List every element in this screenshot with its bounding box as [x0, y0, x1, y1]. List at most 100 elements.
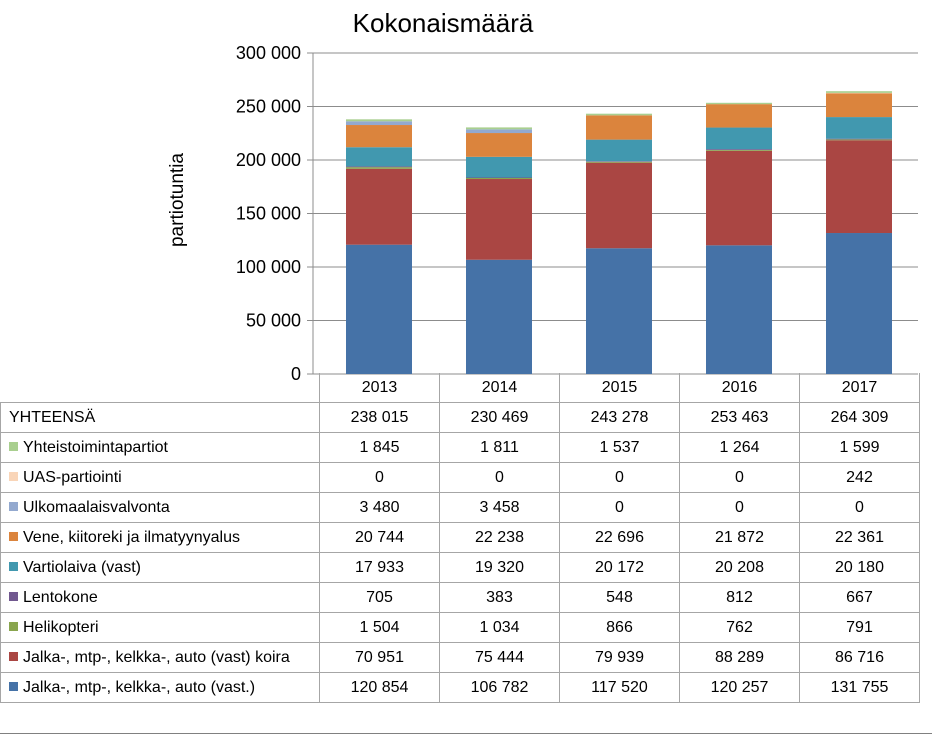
data-label: 0 [439, 462, 560, 493]
data-label: 230 469 [439, 402, 560, 433]
data-label: 1 537 [559, 432, 680, 463]
legend-swatch [9, 441, 18, 451]
legend-swatch [9, 591, 18, 601]
data-label: 0 [319, 462, 440, 493]
data-label: 1 845 [319, 432, 440, 463]
legend-entry: Lentokone [0, 582, 320, 613]
data-label: 3 480 [319, 492, 440, 523]
data-label: 75 444 [439, 642, 560, 673]
y-tick-label: 50 000 [246, 311, 301, 331]
data-label: 0 [679, 462, 800, 493]
data-label: 812 [679, 582, 800, 613]
table-corner [1, 373, 320, 403]
bar-segment [586, 113, 652, 116]
data-label: 70 951 [319, 642, 440, 673]
legend-entry: Jalka-, mtp-, kelkka-, auto (vast.) [0, 672, 320, 703]
bar-segment [586, 115, 652, 140]
data-label: 0 [799, 492, 920, 523]
bar-segment [826, 92, 892, 94]
bar-segment [586, 248, 652, 374]
bar-segment [586, 161, 652, 162]
bar-segment [826, 138, 892, 140]
bar-segment [466, 259, 532, 374]
data-label: 22 361 [799, 522, 920, 553]
data-label: 791 [799, 612, 920, 643]
bar-segment [466, 177, 532, 180]
table-row: Ulkomaalaisvalvonta 3 480 3 458 0 0 0 [0, 492, 920, 523]
bar-segment [826, 91, 892, 93]
data-label: 1 264 [679, 432, 800, 463]
data-label: 17 933 [319, 552, 440, 583]
data-label: 264 309 [799, 402, 920, 433]
table-row: Vartiolaiva (vast) 17 933 19 320 20 172 20 2… [0, 552, 920, 583]
legend-swatch [9, 681, 18, 691]
data-label: 120 854 [319, 672, 440, 703]
data-label: 705 [319, 582, 440, 613]
series-name: Lentokone [23, 588, 98, 606]
data-label: 20 208 [679, 552, 800, 583]
bar-segment [346, 166, 412, 168]
data-label: 383 [439, 582, 560, 613]
x-tick-label: 2015 [559, 373, 680, 403]
row-label: YHTEENSÄ [0, 402, 320, 433]
bar-segment [346, 244, 412, 374]
legend-swatch [9, 531, 18, 541]
bar-segment [706, 150, 772, 246]
data-label: 238 015 [319, 402, 440, 433]
series-name: Jalka-, mtp-, kelkka-, auto (vast.) [23, 678, 256, 696]
data-label: 19 320 [439, 552, 560, 583]
divider [0, 733, 932, 734]
y-tick-label: 250 000 [236, 97, 301, 117]
table-header-row: 2013 2014 2015 2016 2017 [1, 373, 920, 403]
legend-entry: Vene, kiitoreki ja ilmatyynyalus [0, 522, 320, 553]
legend-swatch [9, 651, 18, 661]
table-row: Helikopteri 1 504 1 034 866 762 791 [0, 612, 920, 643]
stacked-bar-chart: 0 50 000 100 000 150 000 200 000 250 000 300 0… [236, 43, 918, 380]
x-tick-label: 2013 [319, 373, 440, 403]
series-name: Yhteistoimintapartiot [23, 438, 168, 456]
bar-segment [586, 139, 652, 162]
series-name: Ulkomaalaisvalvonta [23, 498, 170, 516]
legend-swatch [9, 501, 18, 511]
bar-segment [706, 150, 772, 151]
bar-segment [466, 177, 532, 179]
data-label: 86 716 [799, 642, 920, 673]
y-tick-label: 200 000 [236, 150, 301, 170]
data-label: 253 463 [679, 402, 800, 433]
chart-title: Kokonaismäärä [352, 8, 534, 38]
data-label: 131 755 [799, 672, 920, 703]
bar-segment [706, 104, 772, 128]
y-tick-label: 0 [291, 364, 301, 380]
bar-segment [706, 127, 772, 150]
bar-segment [706, 149, 772, 151]
data-label: 20 744 [319, 522, 440, 553]
legend-entry: Yhteistoimintapartiot [0, 432, 320, 463]
data-label: 0 [559, 492, 680, 523]
table-row: Jalka-, mtp-, kelkka-, auto (vast) koira… [0, 642, 920, 673]
data-label: 22 696 [559, 522, 680, 553]
bar-segment [826, 233, 892, 374]
y-tick-label: 100 000 [236, 257, 301, 277]
data-label: 1 811 [439, 432, 560, 463]
series-name: Vene, kiitoreki ja ilmatyynyalus [23, 528, 240, 546]
data-label: 20 180 [799, 552, 920, 583]
data-label: 88 289 [679, 642, 800, 673]
x-tick-label: 2014 [439, 373, 560, 403]
data-label: 21 872 [679, 522, 800, 553]
bar-segment [346, 125, 412, 148]
series-name: Jalka-, mtp-, kelkka-, auto (vast) koira [23, 648, 290, 666]
bar-segment [346, 168, 412, 245]
legend-swatch [9, 471, 18, 481]
data-label: 106 782 [439, 672, 560, 703]
data-label: 0 [679, 492, 800, 523]
bar-segment [826, 139, 892, 141]
legend-entry: Vartiolaiva (vast) [0, 552, 320, 583]
data-label: 1 504 [319, 612, 440, 643]
table-row: Vene, kiitoreki ja ilmatyynyalus 20 744 22… [0, 522, 920, 553]
data-label: 120 257 [679, 672, 800, 703]
bar-segment [706, 245, 772, 374]
y-tick-label: 300 000 [236, 43, 301, 63]
data-label: 0 [559, 462, 680, 493]
legend-swatch [9, 561, 18, 571]
bar-segment [346, 121, 412, 126]
